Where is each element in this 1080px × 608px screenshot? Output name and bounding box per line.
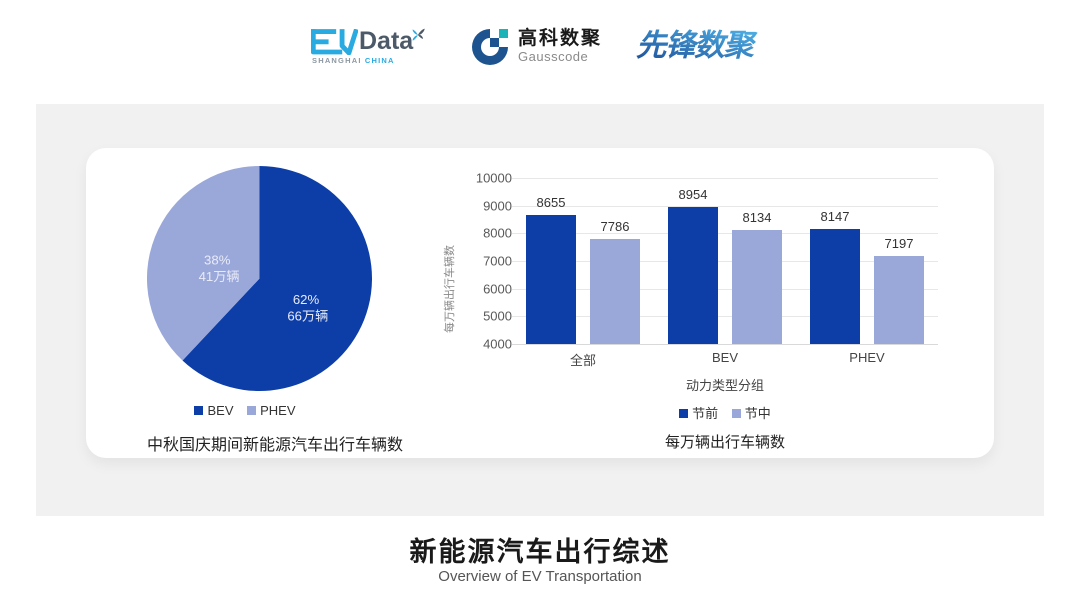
svg-text:62% 66万辆: 62% 66万辆 [287, 292, 328, 324]
svg-text:先锋数聚: 先锋数聚 [636, 29, 758, 63]
svg-text:38% 41万辆: 38% 41万辆 [199, 252, 240, 284]
